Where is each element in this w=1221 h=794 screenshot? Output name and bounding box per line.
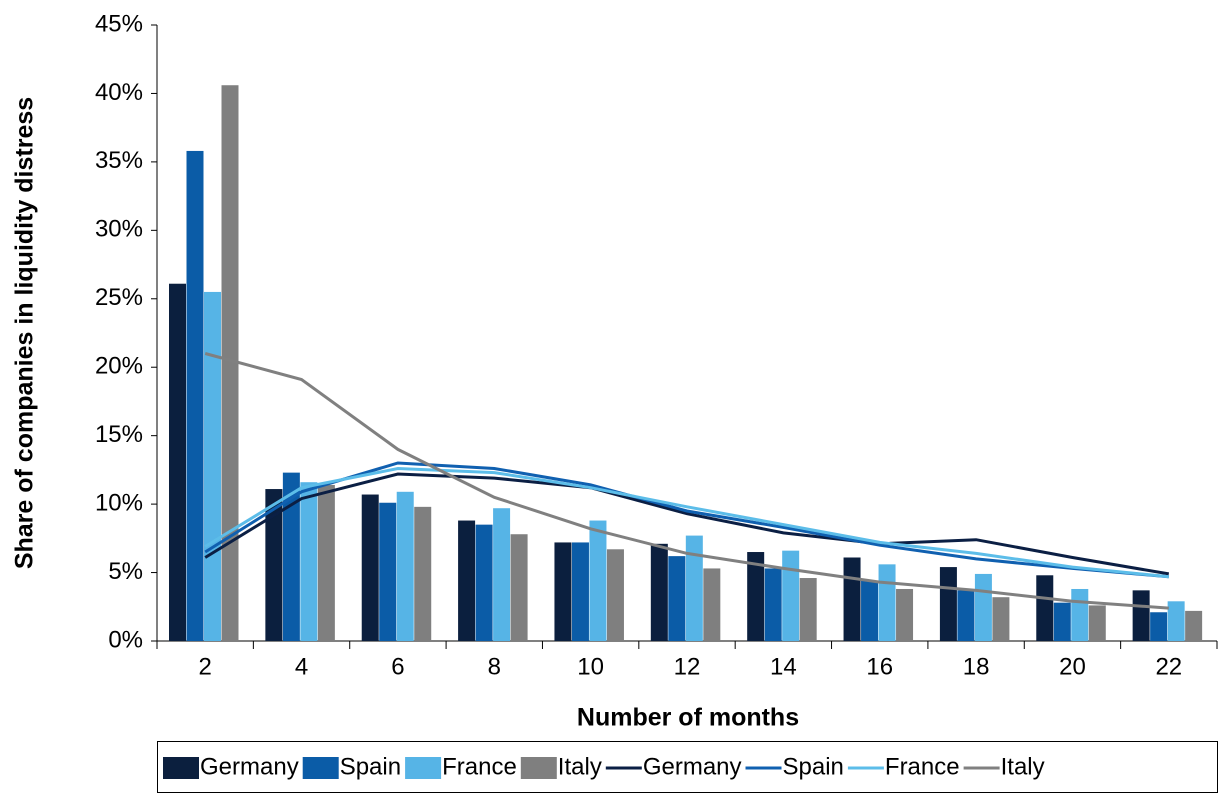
- bar: [204, 291, 221, 641]
- bar: [458, 520, 476, 641]
- bar: [974, 573, 992, 641]
- bar: [300, 482, 318, 641]
- bar: [475, 524, 493, 641]
- line: [204, 461, 1169, 579]
- legend-label: France: [442, 753, 517, 780]
- bar: [361, 494, 379, 641]
- bar: [571, 542, 589, 641]
- bar: [1036, 575, 1054, 641]
- bar: [1071, 588, 1089, 641]
- bar: [939, 567, 957, 641]
- bar: [703, 568, 721, 641]
- legend-label: Spain: [783, 753, 844, 780]
- y-tick-label: 40%: [95, 79, 143, 106]
- y-axis-title: Share of companies in liquidity distress: [11, 97, 39, 569]
- bar: [957, 590, 975, 641]
- legend-label: Germany: [200, 753, 299, 780]
- x-tick-label: 4: [295, 653, 308, 680]
- y-tick-label: 20%: [95, 353, 143, 380]
- y-tick-label: 0%: [108, 626, 143, 653]
- bar: [650, 543, 668, 641]
- legend-box: [157, 741, 1218, 793]
- bar: [379, 502, 397, 641]
- y-tick-label: 15%: [95, 421, 143, 448]
- bar: [221, 85, 239, 642]
- x-tick-label: 22: [1155, 653, 1182, 680]
- bar: [1167, 601, 1185, 641]
- line: [204, 466, 1169, 579]
- bar: [992, 597, 1010, 641]
- bar: [396, 491, 414, 641]
- legend-swatch: [405, 757, 442, 779]
- bar: [493, 508, 511, 641]
- bar: [896, 588, 914, 641]
- y-tick-label: 35%: [95, 147, 143, 174]
- legend-label: Italy: [1001, 753, 1045, 780]
- bar: [1185, 610, 1203, 641]
- bar: [878, 564, 896, 641]
- x-tick-label: 20: [1059, 653, 1086, 680]
- bar: [589, 520, 607, 641]
- x-axis-title: Number of months: [577, 704, 799, 732]
- bar: [265, 489, 283, 641]
- x-tick-label: 2: [199, 653, 212, 680]
- x-tick-label: 14: [770, 653, 797, 680]
- x-tick-label: 18: [963, 653, 990, 680]
- line: [204, 352, 1169, 610]
- x-tick-label: 6: [391, 653, 404, 680]
- legend-label: Germany: [643, 753, 742, 780]
- x-tick-label: 12: [674, 653, 701, 680]
- bar: [861, 580, 879, 641]
- legend-label: France: [885, 753, 960, 780]
- bar: [747, 552, 765, 641]
- legend-swatch: [302, 757, 339, 779]
- bar: [414, 506, 432, 641]
- legend-label: Spain: [340, 753, 401, 780]
- bar: [764, 568, 782, 641]
- legend-swatch: [520, 757, 557, 779]
- legend-label: Italy: [558, 753, 602, 780]
- bar: [1053, 602, 1071, 641]
- bar: [843, 557, 861, 641]
- bar: [1088, 605, 1106, 641]
- bar: [554, 542, 572, 641]
- x-tick-label: 16: [866, 653, 893, 680]
- bar: [782, 550, 800, 641]
- x-tick-label: 10: [577, 653, 604, 680]
- bar: [510, 534, 528, 641]
- bar: [169, 283, 186, 641]
- y-tick-label: 5%: [108, 558, 143, 585]
- bar: [685, 535, 703, 641]
- y-tick-label: 30%: [95, 216, 143, 243]
- line: [204, 472, 1170, 576]
- bar: [668, 556, 686, 641]
- legend-swatch: [163, 757, 199, 779]
- bar: [799, 578, 817, 641]
- y-tick-label: 25%: [95, 284, 143, 311]
- x-tick-label: 8: [488, 653, 501, 680]
- y-tick-label: 10%: [95, 489, 143, 516]
- bar: [282, 472, 300, 641]
- bar: [317, 484, 335, 641]
- bar: [186, 150, 204, 641]
- bar: [1150, 612, 1168, 641]
- y-tick-label: 45%: [95, 10, 143, 37]
- bar: [606, 549, 624, 641]
- bar: [1132, 590, 1150, 641]
